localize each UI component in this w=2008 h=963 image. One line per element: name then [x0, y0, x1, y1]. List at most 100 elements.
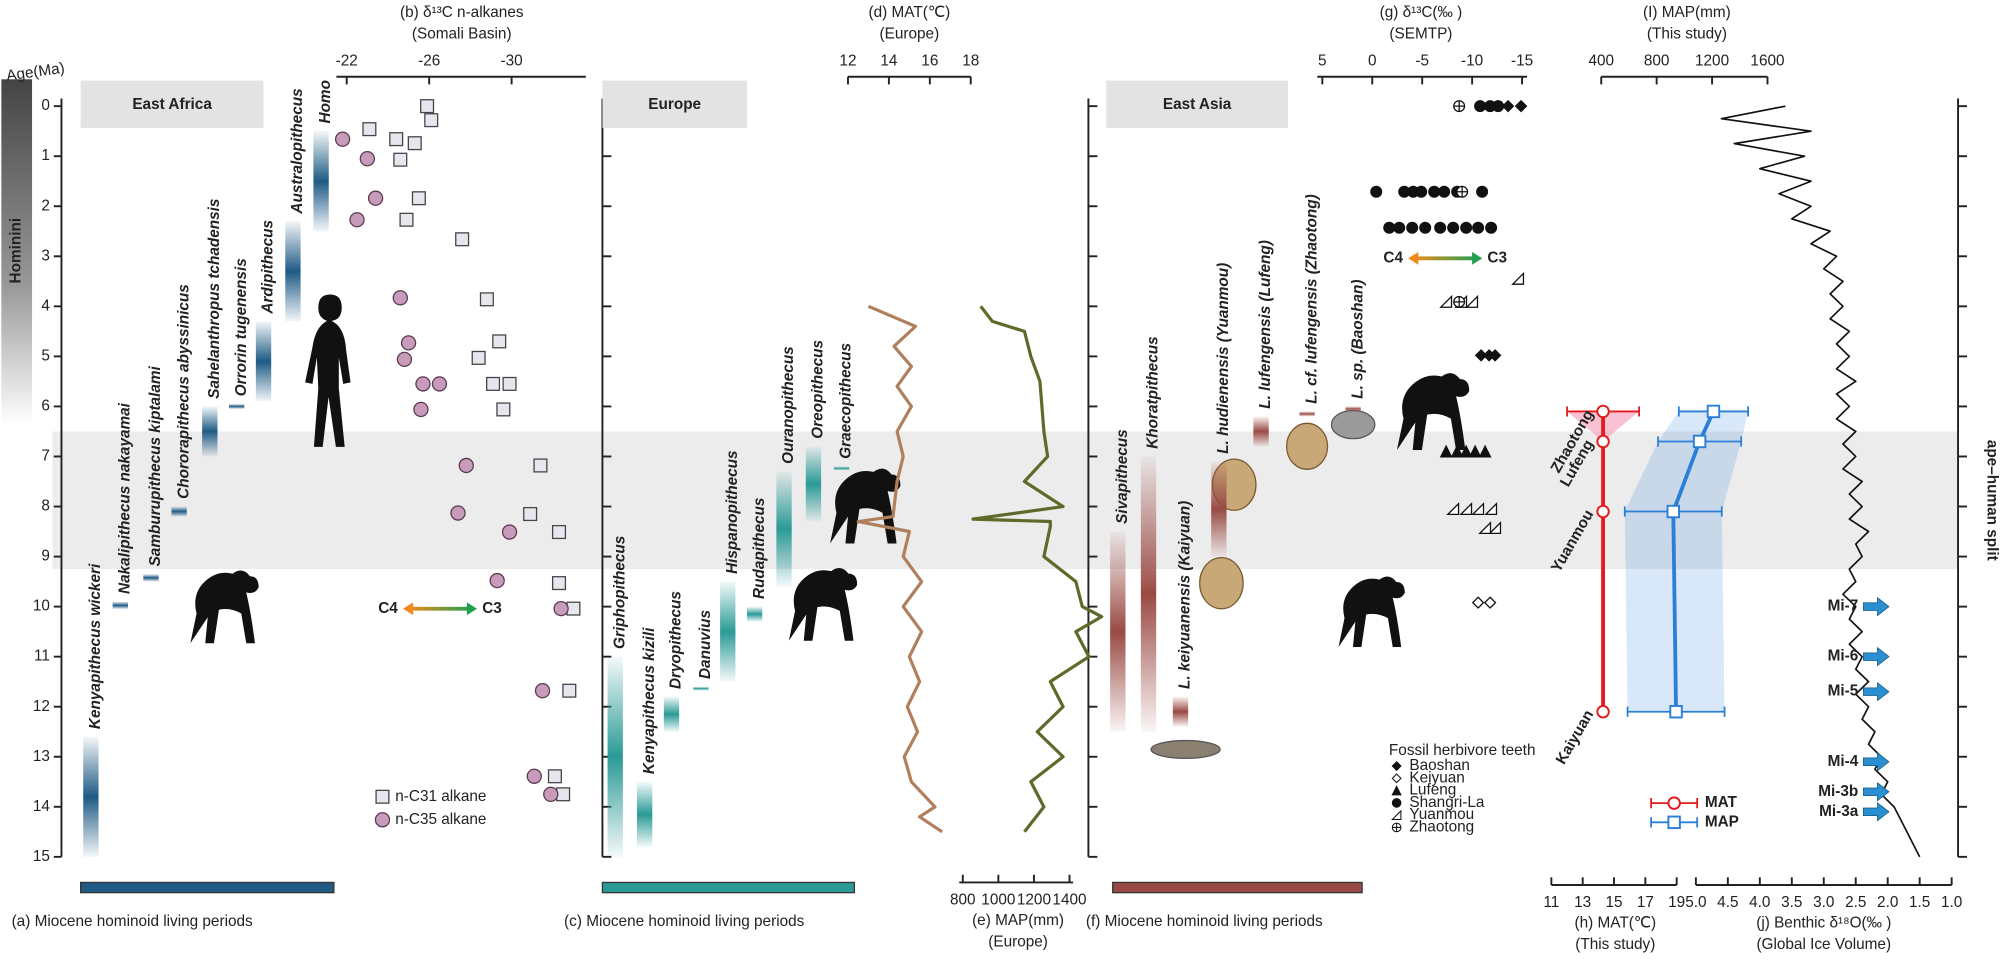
- point: [1383, 221, 1396, 234]
- y-tick-label: 1: [41, 147, 50, 164]
- range-bar: [693, 686, 709, 691]
- range-bar: [1140, 456, 1157, 732]
- x-tick-label: 11: [1543, 894, 1559, 911]
- x-tick-label: 1.5: [1909, 894, 1930, 911]
- point: [407, 136, 422, 151]
- panel-title: (I) MAP(mm): [1643, 4, 1731, 21]
- y-tick-label: 15: [33, 848, 50, 865]
- point: [413, 401, 429, 418]
- taxon-label: Ouranopithecus: [780, 346, 797, 464]
- point: [415, 376, 431, 392]
- point: [393, 152, 408, 167]
- point: [486, 376, 501, 391]
- point: [496, 402, 511, 417]
- range-bar: [83, 736, 99, 857]
- legend-marker: [1391, 809, 1402, 820]
- legend-marker: [1391, 822, 1402, 833]
- range-bar: [255, 321, 272, 402]
- point: [1476, 185, 1489, 198]
- legend-label: Shangri-La: [1409, 794, 1484, 811]
- point: [1453, 295, 1466, 308]
- point: [1471, 596, 1485, 609]
- x-tick-label: -30: [501, 52, 523, 69]
- y-tick-label: 0: [41, 97, 50, 114]
- point: [479, 292, 494, 307]
- range-bar: [805, 446, 822, 522]
- point: [1370, 185, 1383, 198]
- legend-label: n-C31 alkane: [395, 788, 486, 805]
- taxon-label: Kenyapithecus wickeri: [87, 563, 104, 729]
- caption: (c) Miocene hominoid living periods: [564, 913, 805, 930]
- range-bar: [833, 466, 850, 471]
- taxon-label: Rudapithecus: [751, 498, 768, 599]
- split-span: [52, 431, 1959, 570]
- x-tick-label: 800: [1644, 52, 1670, 69]
- region-box: [80, 80, 264, 128]
- point: [489, 572, 505, 589]
- event-label: Mi-3a: [1819, 803, 1859, 820]
- period-bar: [601, 881, 856, 894]
- annotation: C4: [1383, 249, 1403, 266]
- y-tick-label: 6: [41, 397, 50, 414]
- x-tick-label: 1000: [981, 891, 1015, 908]
- taxon-label: Australopithecus: [289, 88, 306, 214]
- panel-title: (e) MAP(mm): [972, 912, 1064, 929]
- x-tick-label: 800: [950, 891, 976, 908]
- x-tick-label: 4.5: [1717, 894, 1738, 911]
- x-tick-label: -26: [418, 52, 440, 69]
- point: [392, 290, 408, 306]
- point: [458, 457, 474, 474]
- point: [1492, 100, 1505, 113]
- annotation-arrow: [1472, 251, 1483, 265]
- x-tick-label: 1.0: [1941, 894, 1962, 911]
- taxon-label: Hispanopithecus: [724, 450, 741, 574]
- x-tick-label: 18: [962, 52, 979, 69]
- y-tick-label: 8: [41, 498, 50, 515]
- point: [1501, 99, 1515, 113]
- range-bar: [1299, 411, 1315, 417]
- legend-label: MAT: [1705, 794, 1738, 811]
- fossil: [1199, 556, 1244, 610]
- event-arrow: [1863, 752, 1890, 772]
- caption: (f) Miocene hominoid living periods: [1086, 913, 1323, 930]
- point: [359, 151, 376, 167]
- legend-label: MAP: [1705, 813, 1739, 830]
- y-tick-label: 9: [41, 548, 50, 565]
- x-tick-label: 14: [880, 52, 898, 69]
- data-line: [856, 304, 943, 834]
- taxon-label: Orrorin tugenensis: [233, 258, 250, 396]
- annotation-arrow: [1413, 256, 1478, 261]
- taxon-label: Graecopithecus: [838, 343, 855, 459]
- x-tick-label: -22: [336, 52, 358, 69]
- point: [502, 376, 517, 391]
- hominini-label: Hominini: [8, 218, 25, 284]
- event-arrow: [1863, 681, 1890, 702]
- taxon-label: Sahelanthropus tchadensis: [206, 199, 223, 399]
- point: [1511, 271, 1525, 285]
- point: [1488, 349, 1502, 362]
- taxon-label: Kenyapithecus kizili: [641, 627, 658, 774]
- taxon-label: L. lufengensis (Lufeng): [1257, 240, 1274, 409]
- annotation-arrow: [1408, 251, 1419, 265]
- annotation-arrow: [408, 606, 472, 611]
- range-bar: [143, 574, 159, 582]
- range-bar: [607, 656, 623, 857]
- event-label: Mi-6: [1828, 648, 1859, 665]
- point: [400, 335, 417, 351]
- point: [1434, 221, 1447, 234]
- taxon-label: Griphopithecus: [611, 536, 628, 649]
- x-tick-label: 15: [1605, 894, 1622, 911]
- region-title: Europe: [648, 96, 701, 113]
- x-tick-label: 1600: [1750, 52, 1784, 69]
- y-tick-label: 4: [41, 297, 50, 314]
- annotation: C3: [482, 600, 502, 617]
- legend-marker: [1391, 798, 1402, 808]
- x-tick-label: 1200: [1695, 52, 1729, 69]
- point: [1459, 444, 1473, 458]
- range-bar: [202, 406, 218, 457]
- range-bar: [228, 403, 245, 409]
- legend-title: Fossil herbivore teeth: [1389, 742, 1536, 759]
- event-label: Mi-3b: [1818, 783, 1858, 800]
